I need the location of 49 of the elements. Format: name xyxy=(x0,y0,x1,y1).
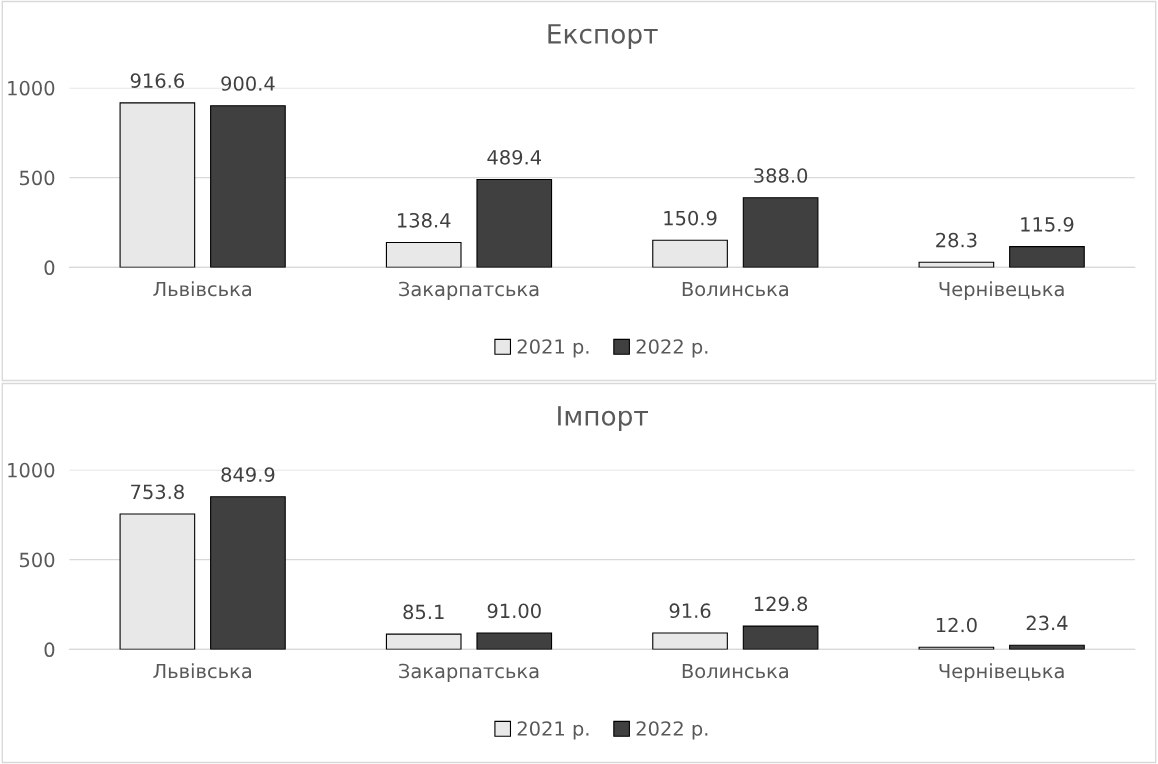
bar xyxy=(119,513,196,650)
bar xyxy=(385,241,462,268)
data-label: 23.4 xyxy=(1026,615,1068,631)
bar xyxy=(742,197,819,268)
legend-label: 2021 р. xyxy=(517,721,589,740)
data-label: 916.6 xyxy=(130,73,184,88)
bar xyxy=(119,102,196,268)
bar xyxy=(476,178,553,268)
x-tick-label: Закарпатська xyxy=(399,281,539,301)
legend-label: 2022 р. xyxy=(636,339,708,358)
x-tick-label: Чернівецька xyxy=(939,281,1064,301)
data-label: 12.0 xyxy=(936,617,977,633)
data-label: 388.0 xyxy=(754,168,808,183)
bar xyxy=(652,239,728,268)
data-label: 900.4 xyxy=(221,76,275,91)
bar xyxy=(210,496,286,650)
chart-title: Експорт xyxy=(548,24,658,49)
x-tick-label: Волинська xyxy=(682,281,788,297)
data-label: 138.4 xyxy=(398,212,451,228)
data-label: 91.6 xyxy=(669,603,711,619)
bar xyxy=(385,633,462,650)
chart-title: Імпорт xyxy=(558,406,648,431)
bar xyxy=(476,632,553,650)
data-label: 753.8 xyxy=(131,484,184,500)
data-label: 849.9 xyxy=(221,467,275,482)
y-tick-label: 0 xyxy=(44,642,55,658)
x-tick-label: Львівська xyxy=(153,281,251,297)
data-label: 150.9 xyxy=(664,210,717,226)
x-tick-label: Чернівецька xyxy=(939,663,1064,683)
y-tick-label: 500 xyxy=(19,170,55,186)
data-label: 91.00 xyxy=(487,603,541,619)
y-tick-label: 500 xyxy=(19,552,55,568)
bar xyxy=(1009,246,1085,268)
data-label: 129.8 xyxy=(754,596,808,612)
x-tick-label: Закарпатська xyxy=(399,663,539,683)
legend-label: 2022 р. xyxy=(636,721,708,740)
x-tick-label: Львівська xyxy=(153,663,251,679)
y-tick-label: 0 xyxy=(44,260,55,276)
legend-label: 2021 р. xyxy=(517,339,589,358)
data-label: 85.1 xyxy=(403,604,444,620)
bar xyxy=(652,632,728,650)
y-tick-label: 1000 xyxy=(8,80,55,96)
data-label: 489.4 xyxy=(487,149,542,165)
data-label: 28.3 xyxy=(936,232,977,248)
bar xyxy=(210,105,286,268)
y-tick-label: 1000 xyxy=(8,462,55,478)
bar xyxy=(742,625,819,650)
data-label: 115.9 xyxy=(1021,217,1074,232)
x-tick-label: Волинська xyxy=(682,663,788,679)
